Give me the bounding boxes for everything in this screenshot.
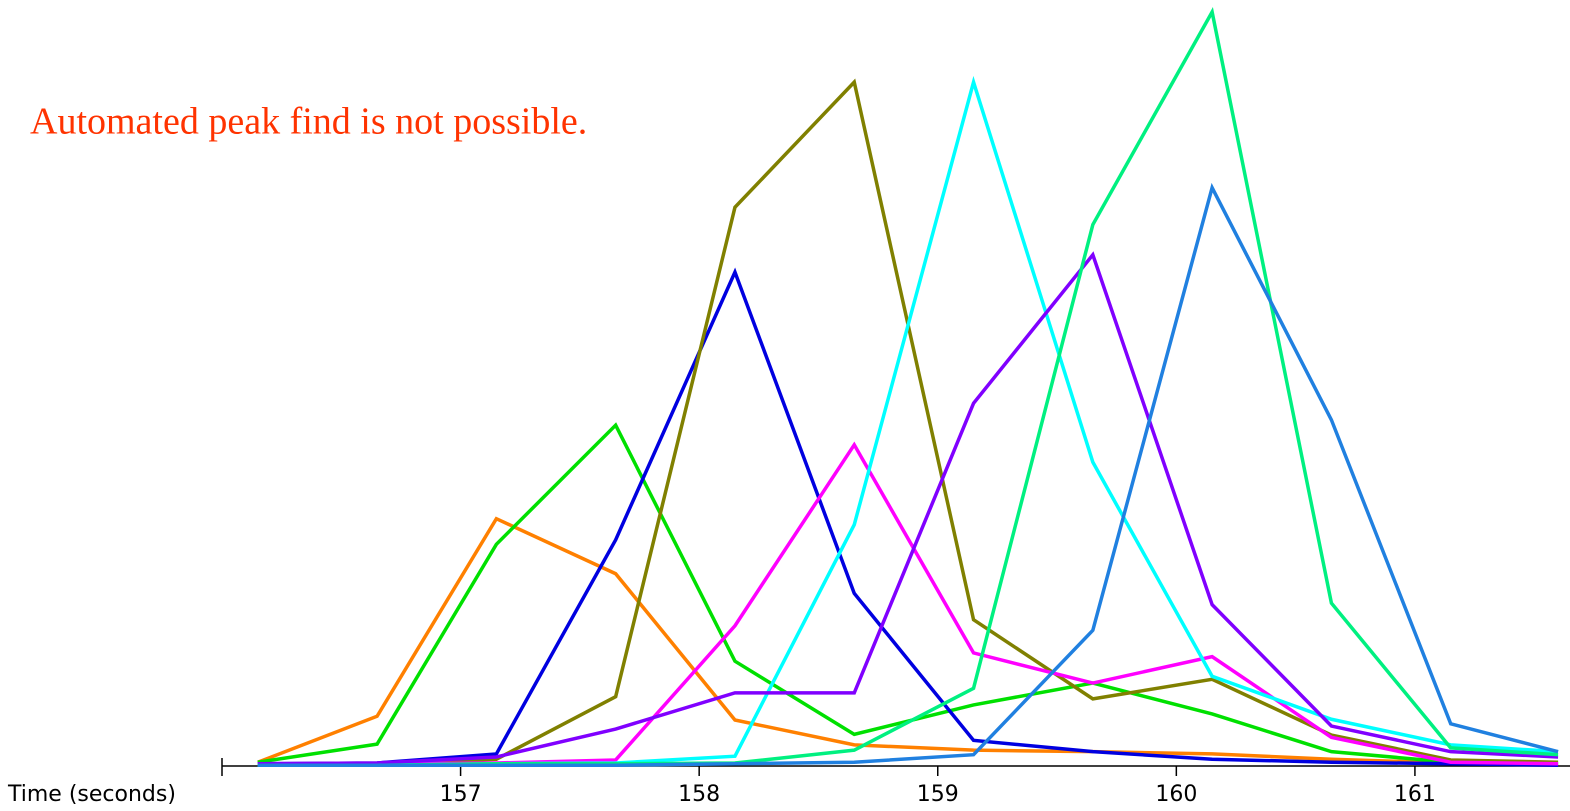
x-tick-label: 159 (917, 782, 959, 807)
x-tick-label: 160 (1155, 782, 1197, 807)
series-line (257, 251, 1559, 766)
x-tick-label: 157 (440, 782, 482, 807)
x-tick-label: 161 (1394, 782, 1436, 807)
series-line (257, 267, 1559, 767)
series-line (257, 182, 1559, 767)
series-line (257, 78, 1559, 767)
series-line (257, 441, 1559, 766)
annotation: Automated peak find is not possible. (30, 101, 587, 143)
x-axis-label: Time (seconds) (7, 782, 176, 807)
series-line (257, 516, 1559, 767)
x-tick-label: 158 (678, 782, 720, 807)
series-line (257, 75, 1559, 767)
